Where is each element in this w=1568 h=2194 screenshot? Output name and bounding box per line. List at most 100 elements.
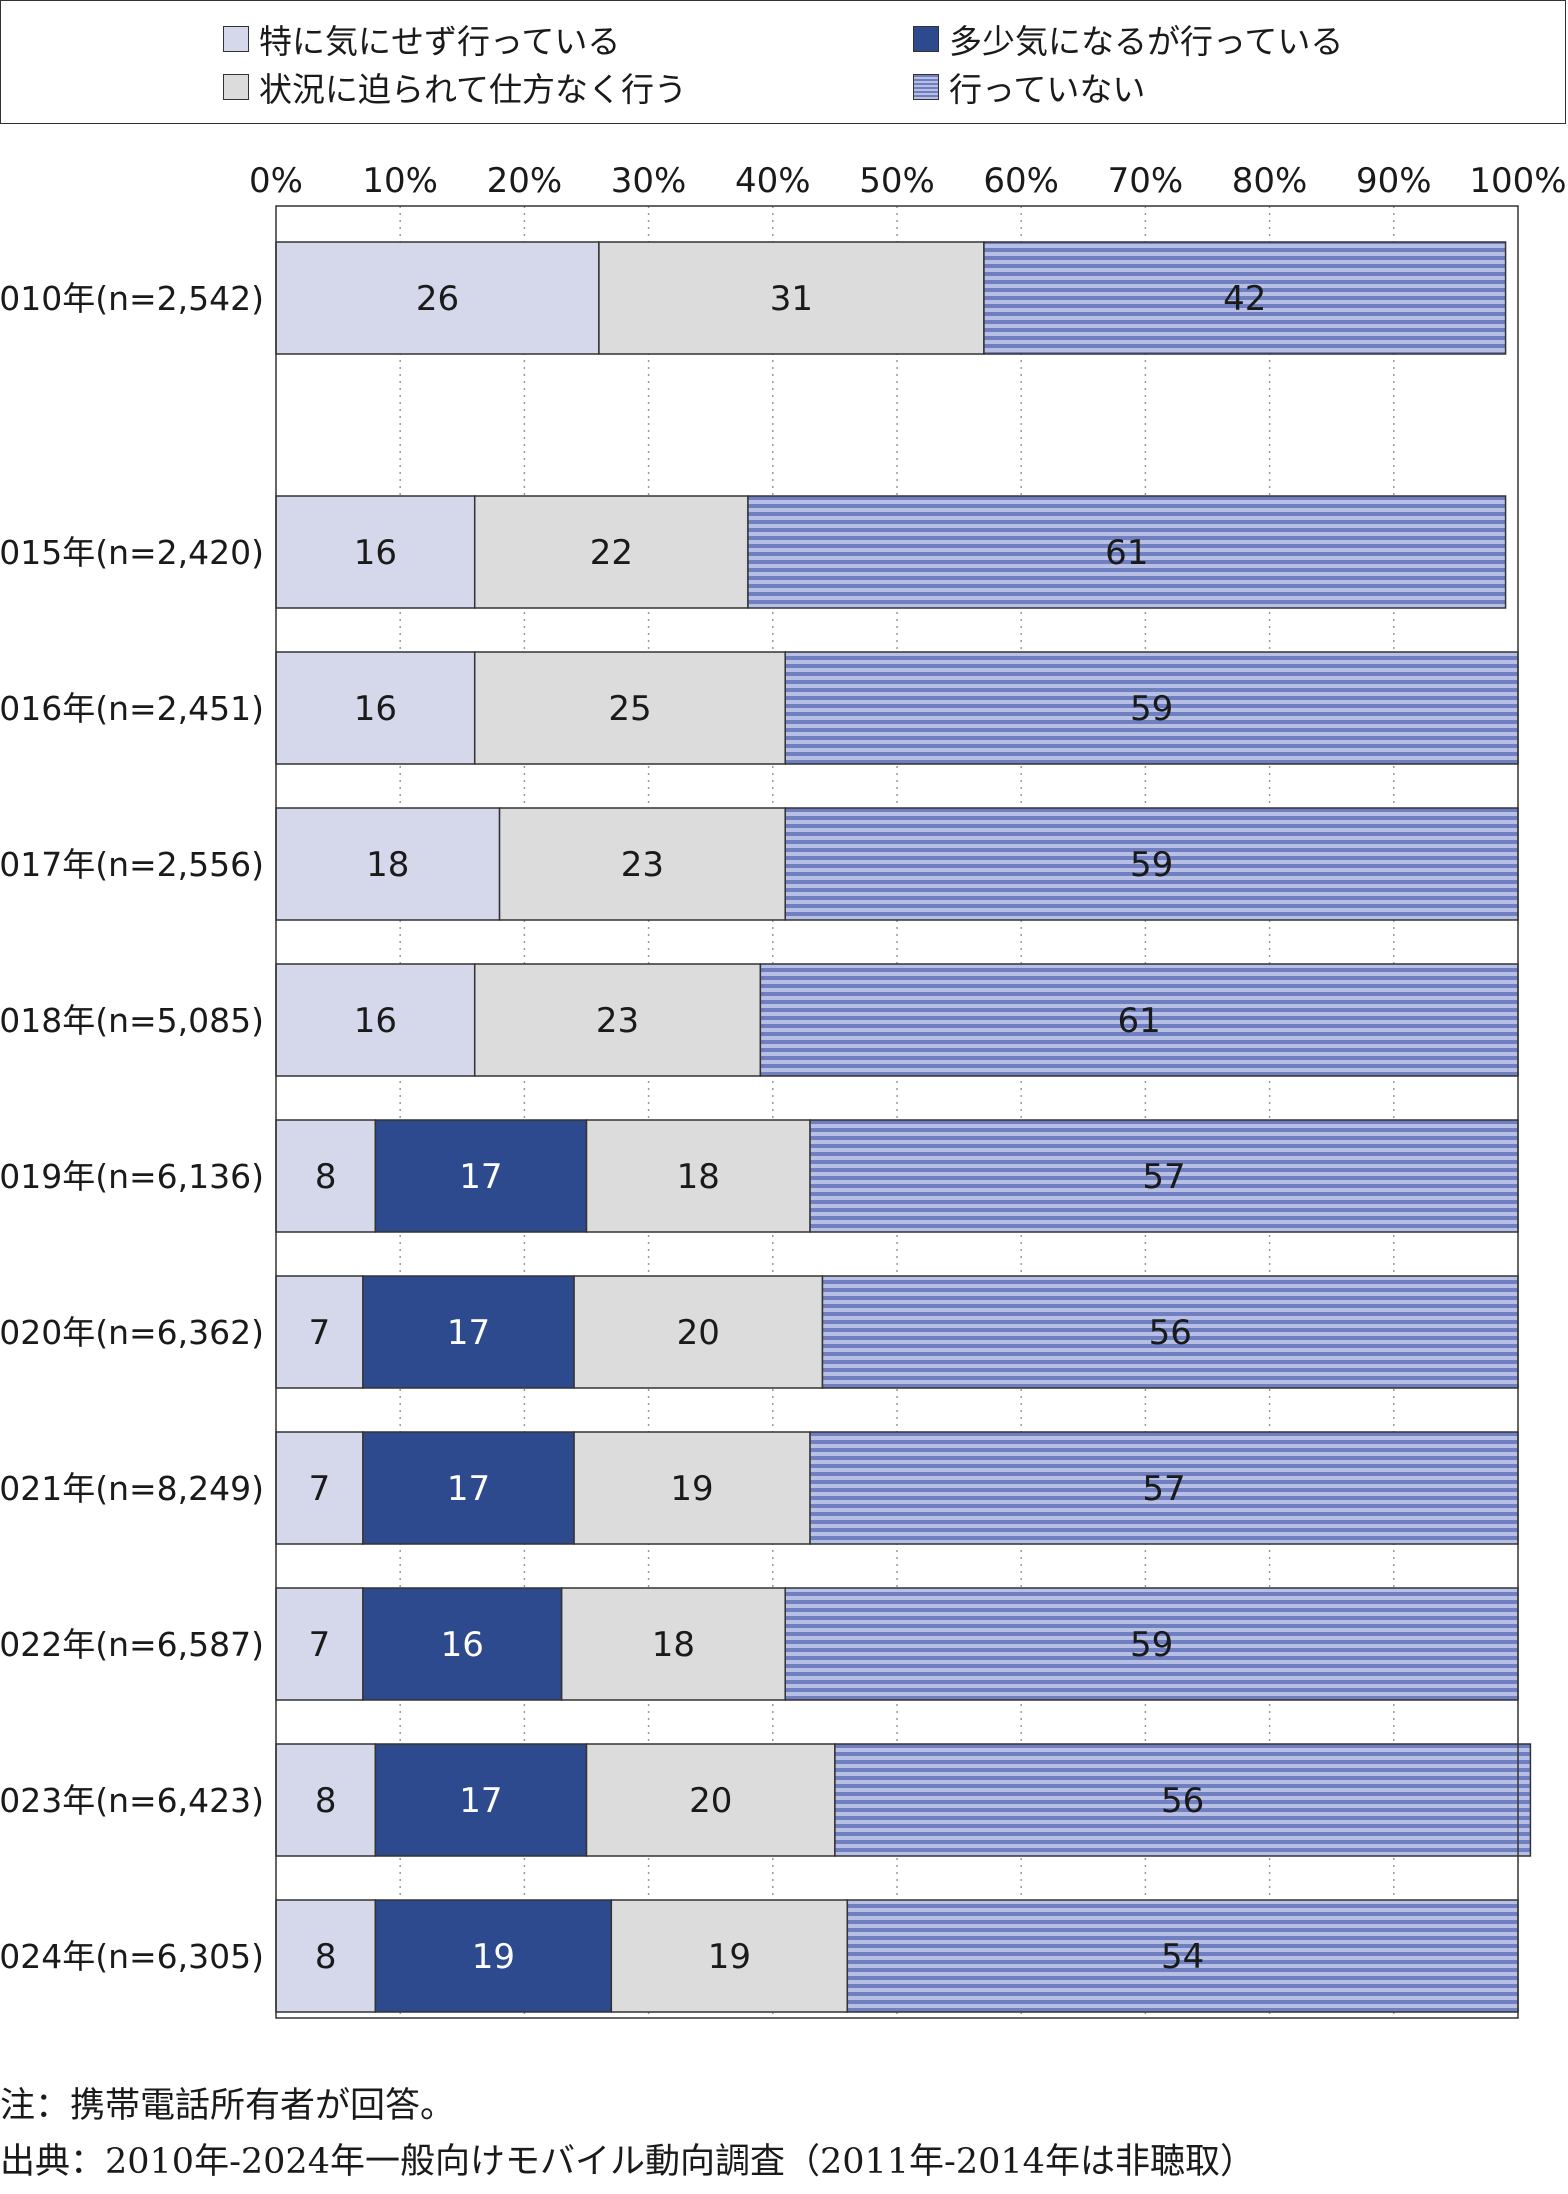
bar-segment [585, 1743, 836, 1857]
category-label: 2020年(n=6,362) [0, 1313, 264, 1352]
bar-segment [473, 963, 762, 1077]
data-label: 59 [1130, 845, 1173, 885]
category-label: 2016年(n=2,451) [0, 689, 264, 728]
labels: 26 31 42 2010年(n=2,542) 16 22 61 2015年(n=2,420)… [0, 279, 1266, 1977]
legend-label: 行っていない [949, 70, 1146, 109]
data-label: 19 [708, 1937, 751, 1977]
bar-segment [560, 1587, 786, 1701]
data-label: 20 [677, 1313, 720, 1353]
data-label: 25 [608, 689, 651, 729]
bar-segment [275, 1899, 377, 2013]
data-label: 42 [1223, 279, 1266, 319]
category-label: 2010年(n=2,542) [0, 279, 264, 318]
x-tick-label: 20% [487, 161, 563, 201]
legend-label: 多少気になるが行っている [949, 22, 1344, 61]
data-label: 8 [315, 1781, 337, 1821]
data-label: 7 [309, 1469, 331, 1509]
legend-swatch-no-concern [223, 26, 249, 52]
data-label: 18 [652, 1625, 695, 1665]
data-label: 61 [1118, 1001, 1161, 1041]
bar-segment [759, 963, 1519, 1077]
category-label: 2023年(n=6,423) [0, 1781, 264, 1820]
data-label: 17 [447, 1313, 490, 1353]
bar-segment [275, 1119, 377, 1233]
legend-item-no-concern: 特に気にせず行っている [223, 19, 620, 61]
bar-segment [275, 807, 501, 921]
data-label: 22 [590, 533, 633, 573]
bar-segment [573, 1275, 824, 1389]
chart-legend: 特に気にせず行っている 多少気になるが行っている 状況に迫られて仕方なく行う 行… [0, 0, 1566, 124]
category-label: 2017年(n=2,556) [0, 845, 264, 884]
bar-segment [747, 495, 1507, 609]
x-tick-label: 80% [1232, 161, 1308, 201]
data-label: 57 [1142, 1157, 1185, 1197]
note-source: 出典：2010年-2024年一般向けモバイル動向調査（2011年-2014年は非… [0, 2142, 1255, 2182]
bar-segment [473, 651, 786, 765]
data-label: 23 [621, 845, 664, 885]
bar-segment [784, 807, 1519, 921]
category-label: 2018年(n=5,085) [0, 1001, 264, 1040]
bar-segment [374, 1899, 613, 2013]
note-respondents: 注：携帯電話所有者が回答。 [0, 2086, 456, 2126]
legend-swatch-not-doing [913, 74, 939, 100]
bars [275, 241, 1532, 2013]
bar-segment [573, 1431, 811, 1545]
bar-segment [374, 1119, 588, 1233]
data-label: 31 [770, 279, 813, 319]
data-label: 20 [689, 1781, 732, 1821]
data-label: 16 [354, 689, 397, 729]
bar-segment [275, 963, 476, 1077]
data-label: 17 [447, 1469, 490, 1509]
data-label: 17 [459, 1781, 502, 1821]
data-label: 8 [315, 1937, 337, 1977]
data-label: 17 [459, 1157, 502, 1197]
data-label: 61 [1105, 533, 1148, 573]
category-label: 2022年(n=6,587) [0, 1625, 264, 1664]
data-label: 56 [1149, 1313, 1192, 1353]
bar-segment [275, 495, 476, 609]
data-label: 26 [416, 279, 459, 319]
bar-segment [598, 241, 985, 355]
bar-segment [498, 807, 786, 921]
x-tick-label: 70% [1108, 161, 1184, 201]
data-label: 19 [472, 1937, 515, 1977]
legend-swatch-some-concern [913, 26, 939, 52]
category-label: 2024年(n=6,305) [0, 1937, 264, 1976]
x-tick-label: 50% [859, 161, 935, 201]
x-tick-label: 30% [611, 161, 687, 201]
bar-segment [374, 1743, 588, 1857]
data-label: 59 [1130, 689, 1173, 729]
x-tick-label: 10% [362, 161, 438, 201]
stacked-bar-chart: 0% 10% 20% 30% 40% 50% 60% 70% 80% 90% 100% 26 31 42… [0, 161, 1567, 2019]
legend-item-not-doing: 行っていない [913, 67, 1145, 109]
bar-segment [784, 1587, 1519, 1701]
x-tick-label: 60% [983, 161, 1059, 201]
legend-label: 特に気にせず行っている [259, 22, 621, 61]
x-tick-label: 40% [735, 161, 811, 201]
data-label: 7 [309, 1625, 331, 1665]
category-label: 2019年(n=6,136) [0, 1157, 264, 1196]
x-tick-label: 100% [1469, 161, 1566, 201]
data-label: 16 [354, 1001, 397, 1041]
bar-segment [473, 495, 749, 609]
data-label: 19 [670, 1469, 713, 1509]
data-label: 16 [354, 533, 397, 573]
bar-segment [983, 241, 1507, 355]
footnotes: 注：携帯電話所有者が回答。 出典：2010年-2024年一般向けモバイル動向調査… [0, 2078, 1568, 2190]
data-label: 18 [366, 845, 409, 885]
bar-segment [362, 1587, 563, 1701]
bar-segment [362, 1275, 575, 1389]
bar-segment [809, 1119, 1519, 1233]
legend-item-forced: 状況に迫られて仕方なく行う [223, 67, 687, 109]
data-label: 7 [309, 1313, 331, 1353]
bar-segment [275, 241, 600, 355]
legend-item-some-concern: 多少気になるが行っている [913, 19, 1343, 61]
data-label: 18 [677, 1157, 720, 1197]
bar-segment [610, 1899, 849, 2013]
axis: 0% 10% 20% 30% 40% 50% 60% 70% 80% 90% 100% [249, 161, 1567, 2019]
bar-segment [275, 1431, 364, 1545]
data-label: 56 [1161, 1781, 1204, 1821]
category-label: 2015年(n=2,420) [0, 533, 264, 572]
x-tick-label: 90% [1356, 161, 1432, 201]
bar-segment [585, 1119, 811, 1233]
